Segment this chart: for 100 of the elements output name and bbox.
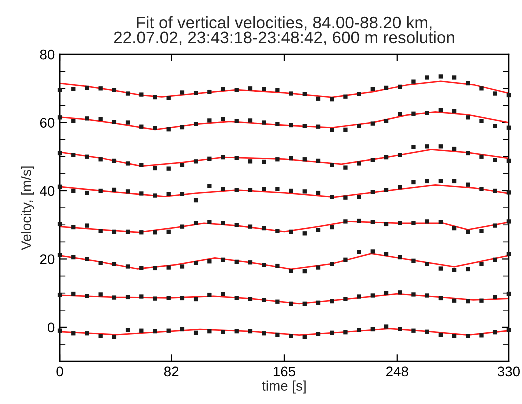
point <box>438 74 444 79</box>
point <box>262 332 266 336</box>
point <box>493 188 498 194</box>
point <box>506 252 512 256</box>
point <box>166 296 171 300</box>
point <box>153 230 158 235</box>
point <box>493 92 498 96</box>
point <box>344 196 348 200</box>
point <box>72 118 76 124</box>
point <box>302 92 307 96</box>
point <box>140 163 144 168</box>
point <box>370 190 375 194</box>
point <box>438 266 444 271</box>
point <box>412 292 416 297</box>
point <box>398 112 402 116</box>
point <box>466 182 470 187</box>
point <box>466 81 470 86</box>
point <box>194 261 198 266</box>
point <box>357 92 362 96</box>
point <box>180 192 185 196</box>
point <box>344 166 348 170</box>
point <box>384 155 389 160</box>
point <box>452 76 457 80</box>
x-tick-label: 248 <box>386 366 408 377</box>
point <box>506 158 512 164</box>
point <box>112 158 117 164</box>
point <box>248 260 253 265</box>
point <box>370 327 375 332</box>
point <box>480 86 484 91</box>
point <box>330 262 334 266</box>
point <box>126 92 130 96</box>
point <box>126 295 130 300</box>
point <box>221 87 226 92</box>
point <box>208 220 212 224</box>
point <box>126 162 130 166</box>
point <box>276 187 280 192</box>
point <box>466 267 470 272</box>
point <box>302 232 307 236</box>
point <box>357 328 362 332</box>
point <box>480 187 484 192</box>
point <box>316 228 321 232</box>
point <box>58 184 62 189</box>
point <box>425 144 430 149</box>
point <box>316 96 321 101</box>
point <box>262 226 266 231</box>
point <box>126 120 130 125</box>
point <box>398 327 402 332</box>
point <box>398 290 402 295</box>
point <box>180 264 185 269</box>
point <box>221 258 226 262</box>
point <box>58 151 62 156</box>
point <box>438 220 444 224</box>
point <box>316 332 321 336</box>
point <box>330 195 334 200</box>
point <box>316 300 321 305</box>
point <box>262 298 266 302</box>
point <box>140 230 144 235</box>
point <box>370 250 375 254</box>
point <box>302 158 307 162</box>
point <box>58 253 62 258</box>
point <box>438 296 444 301</box>
point <box>234 88 239 92</box>
point <box>153 166 158 171</box>
point <box>221 155 226 160</box>
point <box>425 179 430 184</box>
point <box>234 119 239 124</box>
point <box>412 221 416 226</box>
point <box>276 122 280 126</box>
point <box>370 87 375 92</box>
point <box>289 334 294 338</box>
point <box>85 116 90 121</box>
point <box>180 224 185 229</box>
point <box>493 124 498 128</box>
y-tick-label: 80 <box>40 50 55 60</box>
point <box>357 250 362 254</box>
point <box>330 225 334 230</box>
point <box>370 294 375 298</box>
point <box>72 225 76 230</box>
point <box>438 179 444 184</box>
point <box>302 190 307 194</box>
point <box>452 109 457 114</box>
point <box>58 222 62 227</box>
point <box>85 154 90 159</box>
point <box>221 292 226 296</box>
point <box>58 292 62 298</box>
point <box>466 116 470 120</box>
point <box>330 163 334 168</box>
point <box>276 264 280 268</box>
x-tick-label: 330 <box>498 366 520 377</box>
point <box>140 294 144 299</box>
point <box>208 184 212 188</box>
point <box>234 329 239 334</box>
point <box>234 296 239 300</box>
point <box>153 194 158 198</box>
point <box>98 229 103 234</box>
point <box>493 330 498 335</box>
point <box>166 266 171 270</box>
point <box>425 262 430 266</box>
point <box>112 262 117 266</box>
point <box>126 264 130 269</box>
